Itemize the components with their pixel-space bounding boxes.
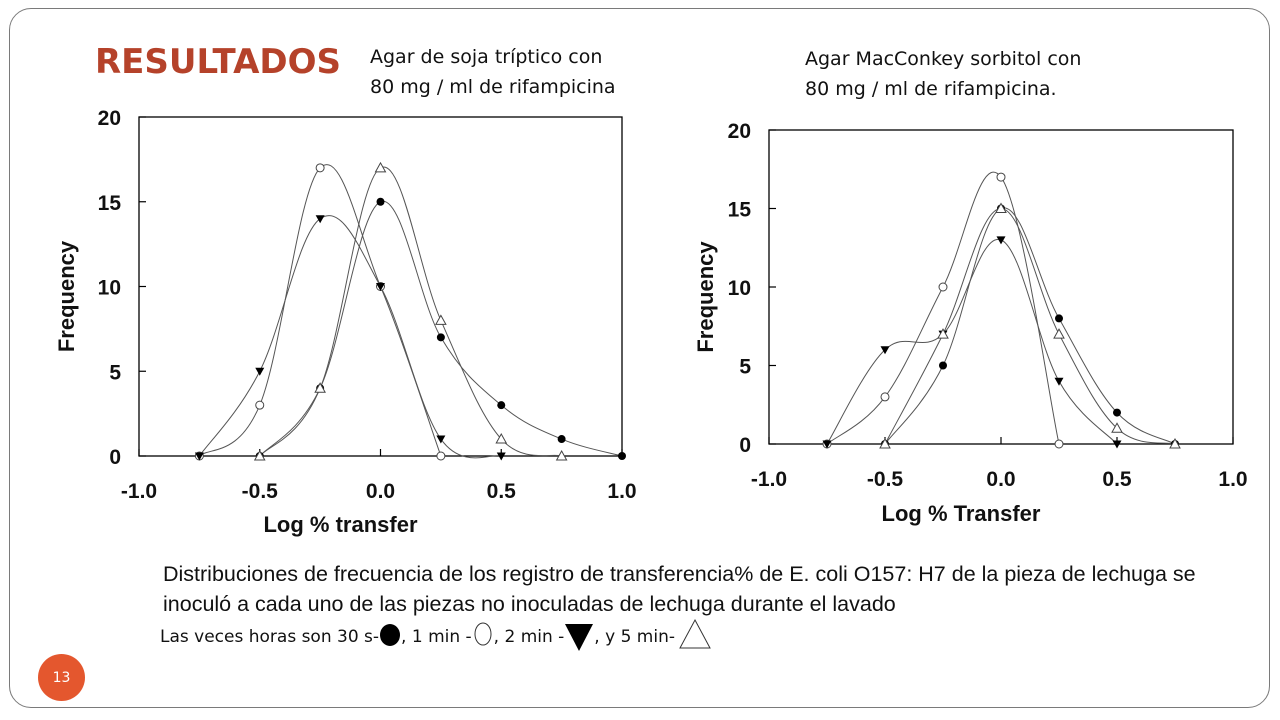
data-point-open-circle — [436, 451, 446, 461]
figure-description: Distribuciones de frecuencia de los regi… — [163, 562, 1196, 616]
x-tick-label: 1.0 — [607, 480, 636, 503]
legend-t2: , 2 min - — [493, 627, 565, 647]
data-point-open-triangle-up — [495, 433, 508, 444]
x-tick-label: 0.5 — [487, 480, 517, 503]
series-line-open-triangle-up — [884, 207, 1176, 445]
y-tick-label: 5 — [739, 356, 751, 379]
data-point-filled-circle — [497, 401, 506, 410]
data-point-filled-circle — [376, 197, 385, 206]
data-point-filled-circle — [939, 361, 947, 370]
data-point-open-circle — [315, 163, 325, 173]
data-point-filled-triangle-down — [1054, 377, 1064, 386]
data-point-open-triangle-up — [879, 437, 891, 449]
y-tick-label: 10 — [98, 277, 121, 300]
chart-tsa-group: -1.0 -0.5 0.0 0.5 1.0 0 5 10 15 20 Log % transfer F… — [54, 107, 637, 537]
data-point-open-circle — [255, 400, 265, 410]
data-point-open-triangle-up — [435, 314, 447, 325]
data-point-open-circle — [880, 392, 890, 402]
data-point-open-triangle-up — [1169, 437, 1181, 449]
data-point-filled-triangle-down — [376, 283, 385, 291]
y-axis-label: Frequency — [54, 240, 79, 352]
data-point-filled-circle — [557, 435, 566, 444]
data-point-filled-circle — [1055, 314, 1063, 323]
data-point-open-triangle-up — [253, 449, 266, 461]
x-tick-label: -0.5 — [867, 468, 904, 491]
x-tick-label: -1.0 — [751, 468, 787, 491]
y-axis-label: Frequency — [693, 241, 718, 353]
right-caption-line-2: 80 mg / ml de rifampicina. — [805, 78, 1057, 100]
y-tick-label: 15 — [98, 192, 122, 215]
x-tick-label: -0.5 — [242, 480, 279, 503]
x-tick-label: -1.0 — [121, 480, 157, 503]
y-tick-label: 15 — [728, 199, 752, 222]
data-point-filled-triangle-down — [822, 440, 832, 449]
legend-intro: Las veces horas son 30 s- — [160, 627, 380, 647]
open-circle-icon — [472, 622, 494, 647]
y-tick-label: 0 — [109, 446, 121, 469]
y-tick-label: 0 — [739, 434, 751, 457]
data-point-filled-circle — [436, 333, 445, 342]
data-point-open-circle — [1054, 439, 1064, 449]
data-point-open-circle — [938, 282, 948, 292]
data-point-open-triangle-up — [314, 382, 326, 393]
right-caption-line-1: Agar MacConkey sorbitol con — [805, 48, 1082, 70]
y-tick-label: 5 — [109, 361, 121, 384]
data-point-filled-triangle-down — [996, 236, 1006, 245]
x-tick-label: 0.0 — [366, 480, 395, 503]
slide-frame — [9, 8, 1270, 708]
slide-title: RESULTADOS — [95, 42, 342, 82]
open-triangle-up-icon — [675, 618, 711, 649]
series-line-filled-triangle-down — [198, 215, 502, 459]
filled-triangle-down-icon — [564, 624, 594, 651]
data-point-open-triangle-up — [995, 202, 1007, 213]
left-caption-line-2: 80 mg / ml de rifampicina — [370, 76, 616, 98]
data-point-open-circle — [996, 172, 1006, 182]
data-point-open-triangle-up — [1111, 422, 1123, 433]
left-caption-line-1: Agar de soja tríptico con — [370, 46, 603, 68]
series-line-filled-circle — [884, 207, 1176, 445]
data-point-filled-triangle-down — [1112, 440, 1122, 449]
y-tick-label: 20 — [728, 120, 751, 143]
data-point-filled-triangle-down — [880, 346, 890, 355]
chart-macconkey-group: -1.0 -0.5 0.0 0.5 1.0 0 5 10 15 20 Log % Transfer F… — [693, 120, 1248, 526]
y-tick-label: 20 — [98, 107, 121, 130]
data-point-open-triangle-up — [374, 161, 387, 173]
data-point-filled-triangle-down — [194, 452, 204, 461]
data-point-filled-circle — [1113, 408, 1121, 417]
series-line-filled-circle — [259, 201, 623, 457]
data-point-open-triangle-up — [1053, 328, 1065, 339]
data-point-open-triangle-up — [937, 328, 949, 339]
data-point-filled-triangle-down — [315, 215, 325, 224]
x-tick-label: 0.5 — [1102, 468, 1132, 491]
series-line-open-circle — [199, 164, 442, 457]
data-point-filled-triangle-down — [436, 435, 446, 444]
left-chart-caption: Agar de soja tríptico con 80 mg / ml de … — [370, 42, 616, 102]
x-axis-label: Log % Transfer — [882, 501, 1041, 526]
data-point-filled-triangle-down — [496, 452, 506, 461]
x-tick-label: 0.0 — [986, 468, 1015, 491]
marker-legend: Las veces horas son 30 s- , 1 min - , 2 mi… — [160, 618, 711, 651]
data-point-filled-triangle-down — [255, 367, 265, 376]
data-point-filled-circle — [618, 452, 626, 460]
filled-circle-icon — [379, 624, 401, 647]
legend-t3: , y 5 min- — [594, 627, 675, 647]
series-line-open-triangle-up — [259, 166, 562, 457]
data-point-open-triangle-up — [555, 449, 568, 461]
right-chart-caption: Agar MacConkey sorbitol con 80 mg / ml d… — [805, 44, 1081, 104]
series-line-open-circle — [826, 171, 1060, 445]
y-tick-label: 10 — [728, 277, 751, 300]
x-axis-label: Log % transfer — [263, 512, 417, 537]
x-tick-label: 1.0 — [1218, 468, 1247, 491]
page-number-badge: 13 — [38, 654, 85, 701]
legend-t1: , 1 min - — [401, 627, 472, 647]
